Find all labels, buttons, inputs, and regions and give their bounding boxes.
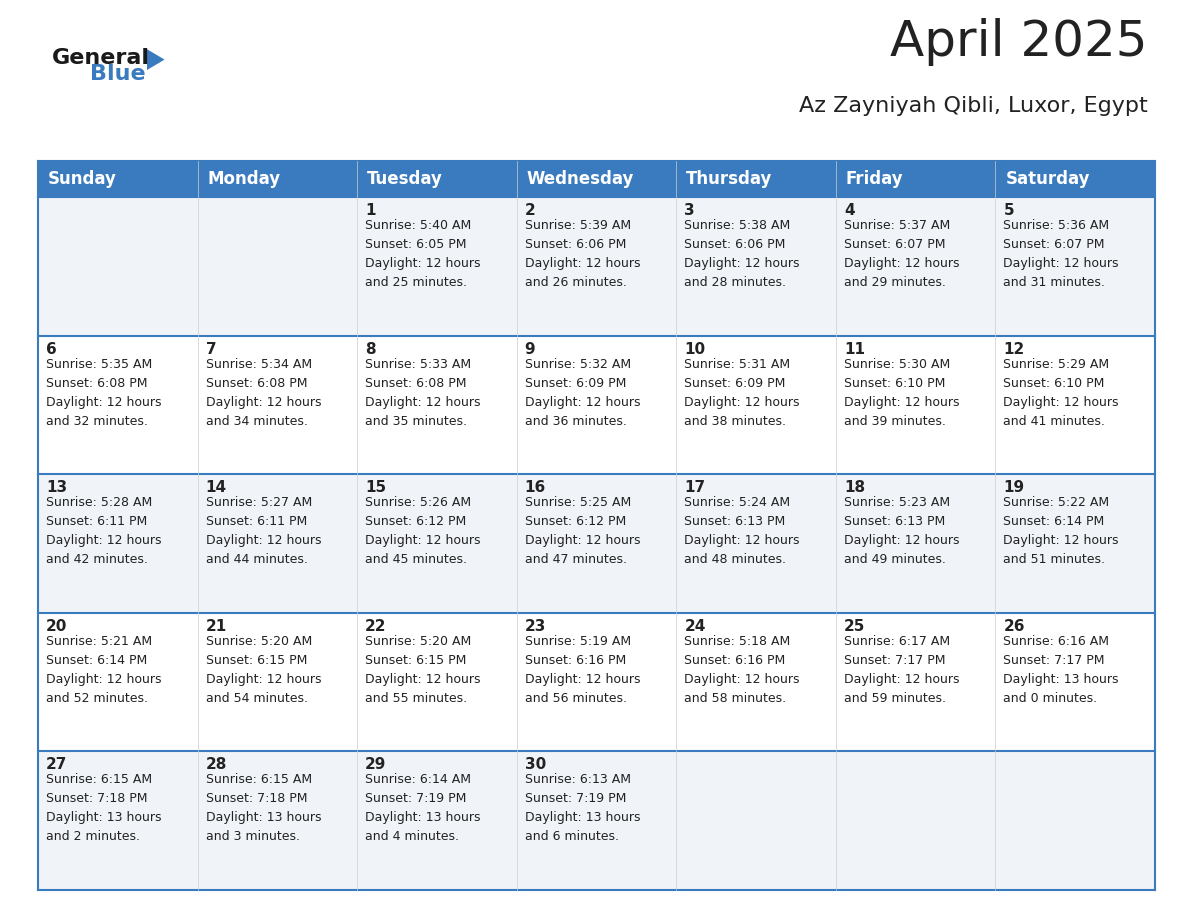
- Text: Sunrise: 5:25 AM
Sunset: 6:12 PM
Daylight: 12 hours
and 47 minutes.: Sunrise: 5:25 AM Sunset: 6:12 PM Dayligh…: [525, 497, 640, 566]
- Bar: [358, 161, 517, 197]
- Text: 29: 29: [365, 757, 386, 772]
- Text: Sunrise: 5:28 AM
Sunset: 6:11 PM
Daylight: 12 hours
and 42 minutes.: Sunrise: 5:28 AM Sunset: 6:11 PM Dayligh…: [46, 497, 162, 566]
- Text: 11: 11: [843, 341, 865, 356]
- Text: Sunrise: 6:14 AM
Sunset: 7:19 PM
Daylight: 13 hours
and 4 minutes.: Sunrise: 6:14 AM Sunset: 7:19 PM Dayligh…: [365, 773, 481, 844]
- Text: Sunrise: 5:38 AM
Sunset: 6:06 PM
Daylight: 12 hours
and 28 minutes.: Sunrise: 5:38 AM Sunset: 6:06 PM Dayligh…: [684, 219, 800, 289]
- Text: 16: 16: [525, 480, 546, 495]
- Text: 4: 4: [843, 203, 854, 218]
- Text: 25: 25: [843, 619, 865, 633]
- Text: Sunrise: 6:15 AM
Sunset: 7:18 PM
Daylight: 13 hours
and 3 minutes.: Sunrise: 6:15 AM Sunset: 7:18 PM Dayligh…: [206, 773, 321, 844]
- Bar: [38, 161, 197, 197]
- Text: Sunrise: 5:33 AM
Sunset: 6:08 PM
Daylight: 12 hours
and 35 minutes.: Sunrise: 5:33 AM Sunset: 6:08 PM Dayligh…: [365, 358, 481, 428]
- Text: April 2025: April 2025: [891, 18, 1148, 66]
- Text: Sunday: Sunday: [48, 170, 116, 188]
- Text: Sunrise: 6:13 AM
Sunset: 7:19 PM
Daylight: 13 hours
and 6 minutes.: Sunrise: 6:13 AM Sunset: 7:19 PM Dayligh…: [525, 773, 640, 844]
- Text: Sunrise: 5:26 AM
Sunset: 6:12 PM
Daylight: 12 hours
and 45 minutes.: Sunrise: 5:26 AM Sunset: 6:12 PM Dayligh…: [365, 497, 481, 566]
- Text: 8: 8: [365, 341, 375, 356]
- Text: 22: 22: [365, 619, 386, 633]
- Text: 5: 5: [1004, 203, 1015, 218]
- Bar: [836, 161, 996, 197]
- Polygon shape: [147, 50, 165, 70]
- Text: 24: 24: [684, 619, 706, 633]
- Text: 9: 9: [525, 341, 536, 356]
- Text: Sunrise: 5:18 AM
Sunset: 6:16 PM
Daylight: 12 hours
and 58 minutes.: Sunrise: 5:18 AM Sunset: 6:16 PM Dayligh…: [684, 635, 800, 705]
- Text: General: General: [52, 48, 150, 68]
- Text: Sunrise: 5:39 AM
Sunset: 6:06 PM
Daylight: 12 hours
and 26 minutes.: Sunrise: 5:39 AM Sunset: 6:06 PM Dayligh…: [525, 219, 640, 289]
- Text: Friday: Friday: [846, 170, 904, 188]
- Text: Saturday: Saturday: [1005, 170, 1089, 188]
- Text: Az Zayniyah Qibli, Luxor, Egypt: Az Zayniyah Qibli, Luxor, Egypt: [800, 96, 1148, 116]
- Text: 15: 15: [365, 480, 386, 495]
- Text: 1: 1: [365, 203, 375, 218]
- Text: Sunrise: 6:16 AM
Sunset: 7:17 PM
Daylight: 13 hours
and 0 minutes.: Sunrise: 6:16 AM Sunset: 7:17 PM Dayligh…: [1004, 635, 1119, 705]
- Text: 17: 17: [684, 480, 706, 495]
- Text: 19: 19: [1004, 480, 1024, 495]
- Text: Sunrise: 5:21 AM
Sunset: 6:14 PM
Daylight: 12 hours
and 52 minutes.: Sunrise: 5:21 AM Sunset: 6:14 PM Dayligh…: [46, 635, 162, 705]
- Text: 20: 20: [46, 619, 68, 633]
- Text: Sunrise: 5:40 AM
Sunset: 6:05 PM
Daylight: 12 hours
and 25 minutes.: Sunrise: 5:40 AM Sunset: 6:05 PM Dayligh…: [365, 219, 481, 289]
- Text: Tuesday: Tuesday: [367, 170, 443, 188]
- Text: Sunrise: 5:37 AM
Sunset: 6:07 PM
Daylight: 12 hours
and 29 minutes.: Sunrise: 5:37 AM Sunset: 6:07 PM Dayligh…: [843, 219, 960, 289]
- Bar: [38, 336, 1155, 475]
- Bar: [676, 161, 836, 197]
- Text: Sunrise: 5:20 AM
Sunset: 6:15 PM
Daylight: 12 hours
and 55 minutes.: Sunrise: 5:20 AM Sunset: 6:15 PM Dayligh…: [365, 635, 481, 705]
- Text: Sunrise: 5:32 AM
Sunset: 6:09 PM
Daylight: 12 hours
and 36 minutes.: Sunrise: 5:32 AM Sunset: 6:09 PM Dayligh…: [525, 358, 640, 428]
- Text: 14: 14: [206, 480, 227, 495]
- Bar: [38, 475, 1155, 613]
- Text: Sunrise: 6:15 AM
Sunset: 7:18 PM
Daylight: 13 hours
and 2 minutes.: Sunrise: 6:15 AM Sunset: 7:18 PM Dayligh…: [46, 773, 162, 844]
- Bar: [996, 161, 1155, 197]
- Text: Sunrise: 6:17 AM
Sunset: 7:17 PM
Daylight: 12 hours
and 59 minutes.: Sunrise: 6:17 AM Sunset: 7:17 PM Dayligh…: [843, 635, 960, 705]
- Text: 28: 28: [206, 757, 227, 772]
- Text: 21: 21: [206, 619, 227, 633]
- Text: Sunrise: 5:35 AM
Sunset: 6:08 PM
Daylight: 12 hours
and 32 minutes.: Sunrise: 5:35 AM Sunset: 6:08 PM Dayligh…: [46, 358, 162, 428]
- Bar: [38, 613, 1155, 752]
- Text: 18: 18: [843, 480, 865, 495]
- Text: Sunrise: 5:24 AM
Sunset: 6:13 PM
Daylight: 12 hours
and 48 minutes.: Sunrise: 5:24 AM Sunset: 6:13 PM Dayligh…: [684, 497, 800, 566]
- Bar: [197, 161, 358, 197]
- Text: 13: 13: [46, 480, 68, 495]
- Text: Sunrise: 5:19 AM
Sunset: 6:16 PM
Daylight: 12 hours
and 56 minutes.: Sunrise: 5:19 AM Sunset: 6:16 PM Dayligh…: [525, 635, 640, 705]
- Text: 7: 7: [206, 341, 216, 356]
- Text: 10: 10: [684, 341, 706, 356]
- Text: 23: 23: [525, 619, 546, 633]
- Text: 3: 3: [684, 203, 695, 218]
- Text: Sunrise: 5:23 AM
Sunset: 6:13 PM
Daylight: 12 hours
and 49 minutes.: Sunrise: 5:23 AM Sunset: 6:13 PM Dayligh…: [843, 497, 960, 566]
- Text: 30: 30: [525, 757, 546, 772]
- Bar: [38, 752, 1155, 890]
- Text: Sunrise: 5:34 AM
Sunset: 6:08 PM
Daylight: 12 hours
and 34 minutes.: Sunrise: 5:34 AM Sunset: 6:08 PM Dayligh…: [206, 358, 321, 428]
- Text: Wednesday: Wednesday: [526, 170, 634, 188]
- Text: 2: 2: [525, 203, 536, 218]
- Text: Blue: Blue: [90, 64, 146, 84]
- Bar: [517, 161, 676, 197]
- Text: 27: 27: [46, 757, 68, 772]
- Text: Sunrise: 5:22 AM
Sunset: 6:14 PM
Daylight: 12 hours
and 51 minutes.: Sunrise: 5:22 AM Sunset: 6:14 PM Dayligh…: [1004, 497, 1119, 566]
- Text: Sunrise: 5:30 AM
Sunset: 6:10 PM
Daylight: 12 hours
and 39 minutes.: Sunrise: 5:30 AM Sunset: 6:10 PM Dayligh…: [843, 358, 960, 428]
- Text: 26: 26: [1004, 619, 1025, 633]
- Text: 12: 12: [1004, 341, 1025, 356]
- Text: Sunrise: 5:31 AM
Sunset: 6:09 PM
Daylight: 12 hours
and 38 minutes.: Sunrise: 5:31 AM Sunset: 6:09 PM Dayligh…: [684, 358, 800, 428]
- Text: Sunrise: 5:27 AM
Sunset: 6:11 PM
Daylight: 12 hours
and 44 minutes.: Sunrise: 5:27 AM Sunset: 6:11 PM Dayligh…: [206, 497, 321, 566]
- Bar: [38, 197, 1155, 336]
- Text: Thursday: Thursday: [687, 170, 772, 188]
- Text: Monday: Monday: [208, 170, 280, 188]
- Text: Sunrise: 5:29 AM
Sunset: 6:10 PM
Daylight: 12 hours
and 41 minutes.: Sunrise: 5:29 AM Sunset: 6:10 PM Dayligh…: [1004, 358, 1119, 428]
- Text: Sunrise: 5:36 AM
Sunset: 6:07 PM
Daylight: 12 hours
and 31 minutes.: Sunrise: 5:36 AM Sunset: 6:07 PM Dayligh…: [1004, 219, 1119, 289]
- Text: 6: 6: [46, 341, 57, 356]
- Text: Sunrise: 5:20 AM
Sunset: 6:15 PM
Daylight: 12 hours
and 54 minutes.: Sunrise: 5:20 AM Sunset: 6:15 PM Dayligh…: [206, 635, 321, 705]
